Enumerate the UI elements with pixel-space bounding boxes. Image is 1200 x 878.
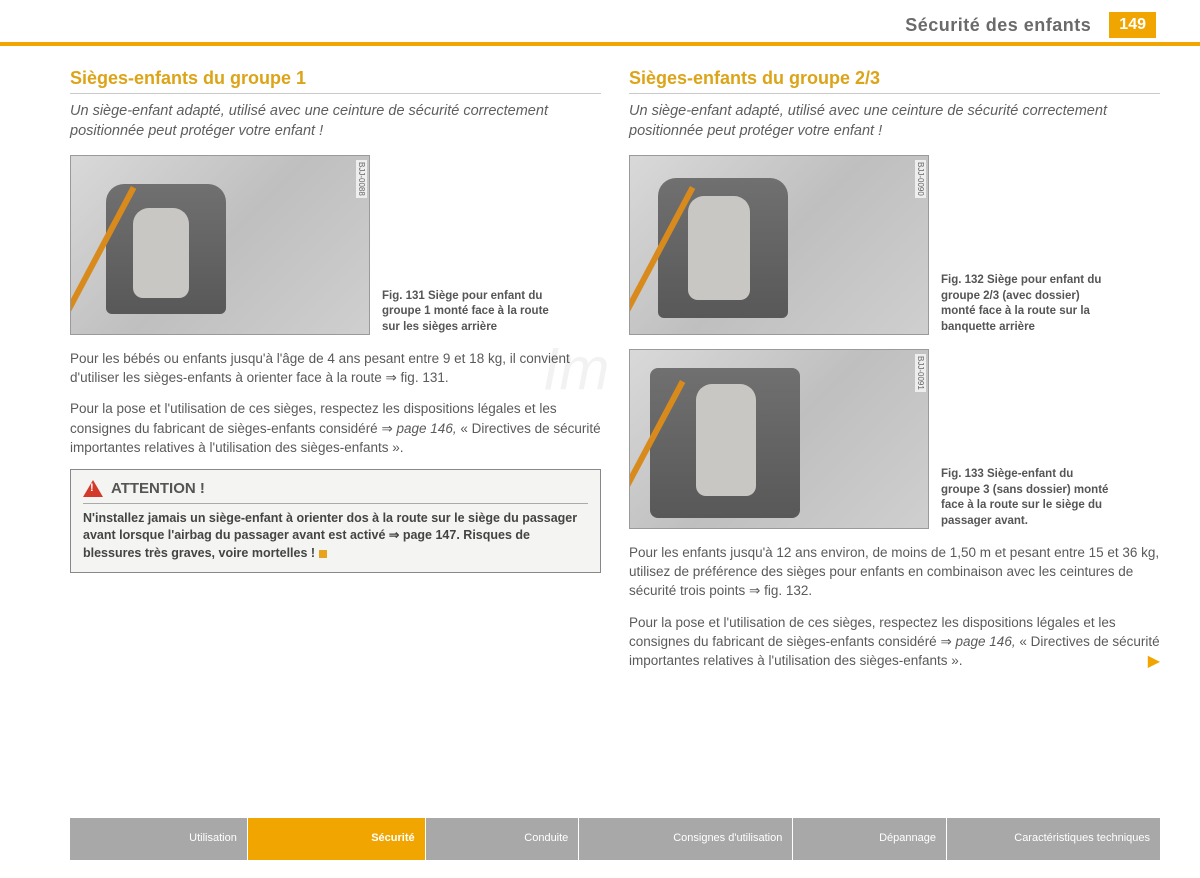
tab-utilisation[interactable]: Utilisation <box>70 818 248 860</box>
page-header: Sécurité des enfants 149 <box>70 12 1160 38</box>
figure-133-caption: Fig. 133 Siège-enfant du groupe 3 (sans … <box>941 467 1111 529</box>
attention-box: ATTENTION ! N'installez jamais un siège-… <box>70 469 601 574</box>
bottom-tab-bar: Utilisation Sécurité Conduite Consignes … <box>70 818 1160 860</box>
group1-para2: Pour la pose et l'utilisation de ces siè… <box>70 399 601 456</box>
section-title-group23: Sièges-enfants du groupe 2/3 <box>629 68 1160 94</box>
intro-group1: Un siège-enfant adapté, utilisé avec une… <box>70 102 601 141</box>
attention-heading: ATTENTION ! <box>83 480 588 497</box>
figure-132-tag: BJJ-0090 <box>915 160 926 198</box>
chapter-title: Sécurité des enfants <box>905 15 1091 36</box>
figure-131-caption: Fig. 131 Siège pour enfant du groupe 1 m… <box>382 289 552 336</box>
content-columns: Sièges-enfants du groupe 1 Un siège-enfa… <box>70 68 1160 682</box>
group23-para1: Pour les enfants jusqu'à 12 ans environ,… <box>629 543 1160 600</box>
figure-133-image: BJJ-0091 <box>629 349 929 529</box>
group1-para1: Pour les bébés ou enfants jusqu'à l'âge … <box>70 349 601 387</box>
continue-arrow-icon: ▶ <box>1148 651 1160 674</box>
section-title-group1: Sièges-enfants du groupe 1 <box>70 68 601 94</box>
figure-133-tag: BJJ-0091 <box>915 354 926 392</box>
page-number: 149 <box>1109 12 1156 38</box>
attention-body: N'installez jamais un siège-enfant à ori… <box>83 503 588 563</box>
attention-title: ATTENTION ! <box>111 480 205 497</box>
group23-para2-ref: page 146, <box>956 634 1016 649</box>
figure-131-row: BJJ-0088 Fig. 131 Siège pour enfant du g… <box>70 155 601 335</box>
figure-131-image: BJJ-0088 <box>70 155 370 335</box>
figure-131-tag: BJJ-0088 <box>356 160 367 198</box>
left-column: Sièges-enfants du groupe 1 Un siège-enfa… <box>70 68 601 682</box>
group1-para2-ref: page 146, <box>397 421 457 436</box>
tab-depannage[interactable]: Dépannage <box>793 818 947 860</box>
warning-icon <box>83 480 103 497</box>
header-rule <box>0 42 1200 46</box>
tab-caracteristiques[interactable]: Caractéristiques techniques <box>947 818 1160 860</box>
manual-page: Sécurité des enfants 149 Im Sièges-enfan… <box>0 0 1200 878</box>
figure-133-row: BJJ-0091 Fig. 133 Siège-enfant du groupe… <box>629 349 1160 529</box>
tab-conduite[interactable]: Conduite <box>426 818 580 860</box>
right-column: Sièges-enfants du groupe 2/3 Un siège-en… <box>629 68 1160 682</box>
end-square-icon <box>319 550 327 558</box>
attention-body-ref: page 147. <box>403 528 460 542</box>
figure-132-caption: Fig. 132 Siège pour enfant du groupe 2/3… <box>941 273 1111 335</box>
figure-132-row: BJJ-0090 Fig. 132 Siège pour enfant du g… <box>629 155 1160 335</box>
group23-para2: Pour la pose et l'utilisation de ces siè… <box>629 613 1160 670</box>
intro-group23: Un siège-enfant adapté, utilisé avec une… <box>629 102 1160 141</box>
tab-securite[interactable]: Sécurité <box>248 818 426 860</box>
tab-consignes[interactable]: Consignes d'utilisation <box>579 818 793 860</box>
figure-132-image: BJJ-0090 <box>629 155 929 335</box>
